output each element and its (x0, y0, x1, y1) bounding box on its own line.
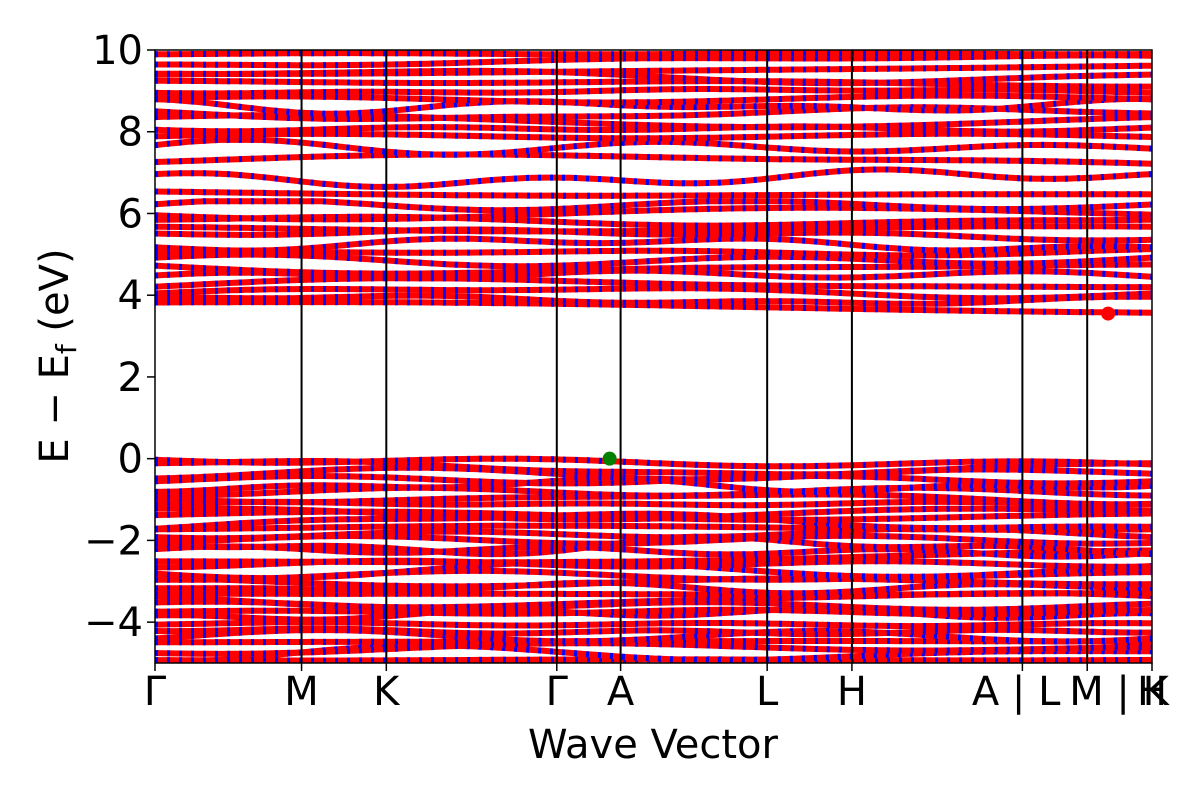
y-tick-label: 2 (118, 355, 143, 401)
x-tick-label: M (284, 669, 319, 715)
band-spin-down (155, 299, 1152, 316)
band-spin-down (155, 223, 1152, 235)
band-spin-up (155, 292, 1152, 307)
x-tick-label: K (373, 669, 401, 715)
band-spin-down (155, 606, 1152, 618)
band-spin-up (155, 198, 1152, 214)
band-spin-down (155, 62, 1152, 77)
band-spin-up (155, 589, 1152, 598)
band-spin-down (155, 151, 1152, 167)
x-tick-label: H (1137, 669, 1167, 715)
high-symmetry-lines (300, 50, 1089, 663)
band-spin-down (155, 77, 1152, 90)
band-spin-up (155, 625, 1152, 638)
band-spin-up (155, 285, 1152, 302)
cbm-marker (1101, 306, 1116, 321)
band-spin-down (155, 619, 1152, 630)
band-spin-up (155, 123, 1152, 135)
band-spin-up (155, 235, 1152, 254)
band-spin-up (155, 543, 1152, 560)
y-axis-ticks: −4 −2 0 2 4 6 8 10 (84, 28, 155, 646)
band-spin-down (155, 188, 1152, 199)
band-spin-up (155, 574, 1152, 590)
band-spin-up (155, 50, 1152, 58)
band-spin-up (155, 251, 1152, 270)
x-tick-label: Γ (144, 669, 167, 715)
x-tick-label: M | K (1069, 669, 1170, 715)
x-tick-label: A (607, 669, 635, 715)
band-spin-down (155, 589, 1152, 598)
band-spin-up (155, 275, 1152, 291)
band-spin-up (155, 96, 1152, 117)
band-spin-up (155, 605, 1152, 623)
y-tick-label: 10 (92, 28, 143, 74)
y-axis-title-subscript: f (50, 343, 83, 354)
y-tick-label: 4 (118, 273, 143, 319)
y-tick-label: 6 (118, 191, 143, 237)
vbm-marker (602, 451, 617, 466)
band-spin-up (155, 510, 1152, 532)
band-spin-down (155, 656, 1152, 663)
band-spin-down (155, 246, 1152, 259)
band-spin-down (155, 50, 1152, 58)
y-tick-label: 0 (118, 437, 143, 483)
extremum-markers (602, 306, 1116, 466)
band-spin-up (155, 166, 1152, 190)
y-tick-label: 8 (118, 110, 143, 156)
y-axis-title-prefix: E − E (32, 354, 78, 464)
x-axis-title: Wave Vector (528, 722, 779, 768)
band-spin-down (155, 92, 1152, 106)
band-spin-up (155, 455, 1152, 470)
y-axis-title: E − Ef (eV) (32, 248, 83, 463)
band-spin-down (155, 508, 1152, 523)
y-tick-label: −2 (84, 518, 143, 564)
plot-frame (154, 49, 1153, 664)
y-tick-label: −4 (84, 600, 143, 646)
band-spin-up (155, 484, 1152, 499)
band-spin-up (155, 226, 1152, 244)
band-spin-up (155, 505, 1152, 523)
bands-layer (155, 50, 1152, 663)
x-tick-label: H (837, 669, 867, 715)
band-spin-up (155, 136, 1152, 158)
x-tick-label: L (756, 669, 779, 715)
x-tick-label: A | L (972, 669, 1061, 715)
x-tick-label: Γ (546, 669, 569, 715)
band-spin-down (155, 86, 1152, 97)
y-axis-title-suffix: (eV) (32, 248, 78, 344)
